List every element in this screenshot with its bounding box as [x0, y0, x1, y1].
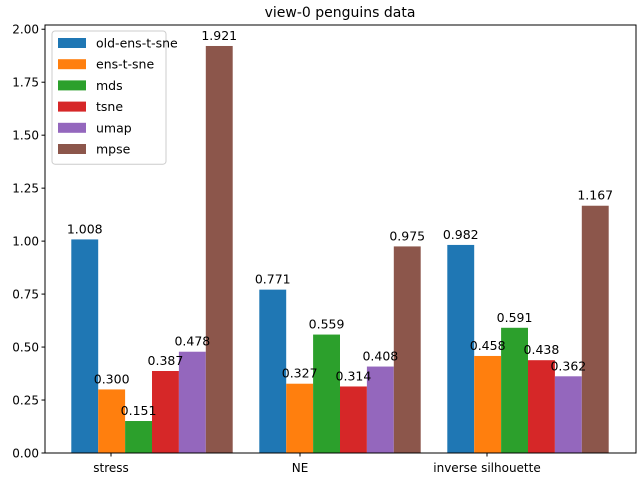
data-label: 0.478 — [174, 334, 210, 349]
x-tick-label: inverse silhouette — [433, 461, 540, 475]
data-label: 1.167 — [577, 188, 613, 203]
bar-old-ens-t-sne-inverse-silhouette — [447, 244, 475, 453]
data-label: 0.314 — [336, 368, 372, 383]
bar-ens-t-sne-NE — [286, 383, 314, 453]
legend-swatch-mds — [58, 80, 86, 91]
y-tick-label: 0.00 — [12, 446, 39, 460]
legend-label-mpse: mpse — [96, 142, 131, 157]
plot-frame — [44, 24, 637, 454]
bar-mds-inverse-silhouette — [501, 327, 528, 453]
legend-label-umap: umap — [96, 120, 132, 135]
legend-label-mds: mds — [96, 78, 123, 93]
legend-label-tsne: tsne — [96, 99, 123, 114]
x-axis: stress NE inverse silhouette — [93, 453, 541, 475]
data-label: 0.327 — [282, 366, 318, 381]
data-label: 0.771 — [255, 272, 291, 287]
legend-swatch-old-ens-t-sne — [58, 38, 86, 48]
legend-label-old-ens-t-sne: old-ens-t-sne — [96, 36, 178, 51]
legend: old-ens-t-sne ens-t-sne mds tsne umap mpse — [51, 30, 178, 165]
data-label: 0.438 — [524, 342, 560, 357]
y-tick-label: 1.00 — [12, 234, 39, 248]
bar-umap-NE — [366, 366, 394, 453]
legend-swatch-mpse — [58, 144, 86, 154]
y-tick-label: 1.50 — [12, 128, 39, 142]
bar-ens-t-sne-inverse-silhouette — [474, 355, 502, 453]
bar-ens-t-sne-stress — [98, 389, 126, 453]
data-label: 0.559 — [309, 317, 345, 332]
y-tick-label: 0.50 — [12, 340, 39, 354]
data-label: 0.151 — [121, 403, 157, 418]
bar-mds-NE — [313, 334, 340, 453]
data-label: 0.591 — [497, 310, 533, 325]
y-tick-label: 1.25 — [12, 181, 39, 195]
data-label: 1.921 — [201, 28, 237, 43]
data-label: 0.458 — [470, 338, 506, 353]
data-label: 1.008 — [67, 221, 103, 236]
data-label: 0.362 — [550, 358, 586, 373]
bars-group — [71, 45, 609, 453]
legend-swatch-umap — [58, 122, 86, 133]
data-label: 0.300 — [94, 371, 130, 386]
y-tick-label: 0.25 — [12, 393, 39, 407]
bar-mpse-NE — [393, 246, 421, 453]
bar-umap-stress — [178, 351, 206, 453]
legend-label-ens-t-sne: ens-t-sne — [96, 57, 154, 72]
data-label: 0.387 — [148, 353, 184, 368]
y-tick-label: 0.75 — [12, 287, 39, 301]
data-label: 0.975 — [389, 228, 425, 243]
bar-umap-inverse-silhouette — [554, 376, 582, 453]
bar-tsne-NE — [340, 386, 367, 453]
y-tick-label: 1.75 — [12, 76, 39, 90]
bar-old-ens-t-sne-stress — [71, 239, 99, 453]
bar-mds-stress — [125, 421, 152, 453]
legend-swatch-tsne — [58, 101, 86, 112]
bar-mpse-inverse-silhouette — [581, 205, 609, 453]
legend-swatch-ens-t-sne — [58, 59, 86, 70]
data-label: 0.982 — [443, 227, 479, 242]
bar-mpse-stress — [205, 45, 233, 453]
x-tick-label: stress — [93, 461, 129, 475]
data-labels-group: 1.008 0.771 0.982 0.300 0.327 0.458 0.151 0.559… — [67, 28, 613, 418]
x-tick-label: NE — [292, 461, 309, 475]
bar-tsne-inverse-silhouette — [528, 360, 555, 453]
y-axis: 0.00 0.25 0.50 0.75 1.00 1.25 1.50 1.75 2.00 — [12, 23, 45, 460]
y-tick-label: 2.00 — [12, 23, 39, 37]
bar-tsne-stress — [152, 371, 179, 453]
chart-title: view-0 penguins data — [265, 5, 416, 21]
bar-old-ens-t-sne-NE — [259, 289, 287, 453]
data-label: 0.408 — [362, 349, 398, 364]
